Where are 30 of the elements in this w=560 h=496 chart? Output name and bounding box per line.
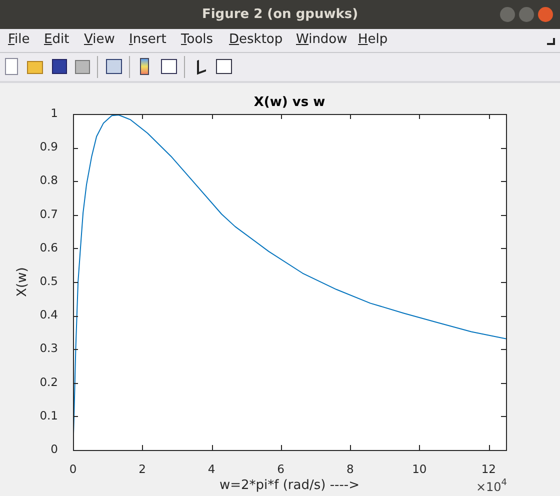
y-tick-label: 0.8 bbox=[40, 173, 58, 188]
y-tick-label: 0.7 bbox=[40, 206, 58, 221]
text: Edit bbox=[44, 32, 70, 47]
y-tick-label: 0 bbox=[50, 442, 58, 456]
text: View bbox=[84, 32, 115, 47]
text: Insert bbox=[129, 32, 166, 47]
y-tick-label: 0.2 bbox=[40, 374, 58, 389]
text: File bbox=[8, 32, 30, 47]
x-tick-label: 4 bbox=[208, 462, 216, 476]
y-tick-label: 0.4 bbox=[40, 308, 58, 322]
text: Help bbox=[358, 32, 388, 47]
y-axis-title: X(w) bbox=[15, 267, 30, 297]
x-tick-label: 12 bbox=[481, 462, 496, 476]
y-tick-label: 0.3 bbox=[40, 341, 58, 356]
y-tick-label: 1 bbox=[50, 106, 58, 120]
x-axis-title: w=2*pi*f (rad/s) ----> bbox=[219, 478, 360, 493]
caption: Figure 2 (on gpuwks) bbox=[0, 0, 560, 29]
x-tick-label: 10 bbox=[412, 462, 427, 476]
y-tick-label: 0.5 bbox=[40, 274, 58, 288]
text: Desktop bbox=[229, 32, 283, 47]
text: Window bbox=[296, 32, 348, 47]
x-tick-label: 8 bbox=[346, 462, 354, 476]
x-tick-label: 2 bbox=[138, 462, 146, 476]
text: Tools bbox=[181, 32, 214, 47]
x-tick-label: 0 bbox=[69, 462, 77, 476]
x-tick-label: 6 bbox=[277, 462, 285, 476]
y-tick-label: 0.6 bbox=[40, 240, 58, 254]
y-tick-label: 0.1 bbox=[40, 408, 58, 422]
y-tick-label: 0.9 bbox=[40, 140, 58, 154]
chart-title: X(w) vs w bbox=[254, 95, 326, 110]
